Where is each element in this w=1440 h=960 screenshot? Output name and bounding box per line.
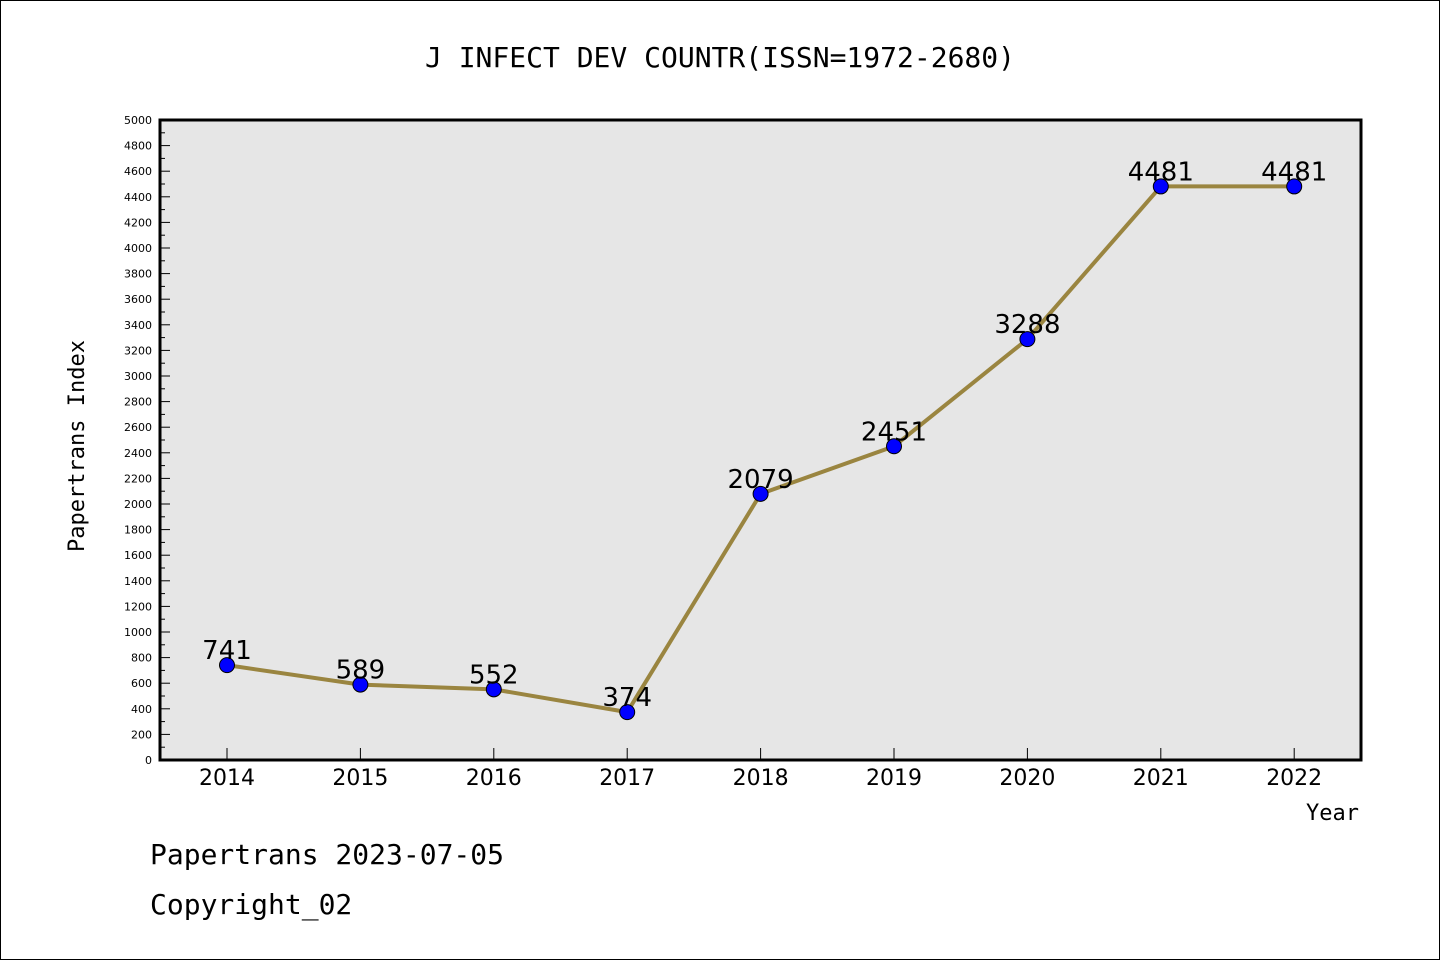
footer-date: Papertrans 2023-07-05 [150, 838, 504, 871]
x-tick-label: 2021 [1133, 766, 1189, 791]
y-tick-label: 400 [131, 703, 152, 716]
data-label: 552 [469, 660, 519, 690]
y-tick-label: 3200 [124, 344, 152, 357]
data-point [485, 681, 502, 698]
data-markers [219, 178, 1303, 721]
y-tick-label: 3800 [124, 268, 152, 281]
data-point [352, 676, 369, 693]
data-point [1019, 331, 1036, 348]
x-axis: 2014 2015 2016 2017 2018 2019 2020 2021 2022 [199, 748, 1322, 791]
y-tick-label: 1200 [124, 600, 152, 613]
x-tick-label: 2018 [733, 766, 789, 791]
data-point [219, 657, 235, 674]
x-axis-label: Year [1306, 801, 1359, 826]
data-point [886, 438, 902, 455]
y-tick-label: 3600 [124, 293, 152, 306]
data-label: 2079 [728, 465, 794, 495]
y-tick-label: 4000 [124, 242, 152, 255]
x-tick-label: 2016 [466, 766, 522, 791]
data-point [1286, 178, 1303, 195]
y-tick-label: 2200 [124, 472, 152, 485]
y-axis: 0 200 400 600 800 1000 1200 1400 1600 1800 2000 220… [124, 114, 170, 767]
y-axis-label: Papertrans Index [65, 340, 90, 552]
y-tick-label: 1600 [124, 549, 152, 562]
footer-copyright: Copyright_02 [150, 888, 352, 922]
y-tick-label: 3000 [124, 370, 152, 383]
data-label: 374 [602, 683, 652, 713]
y-tick-label: 1000 [124, 626, 152, 639]
plot-area [158, 118, 1363, 762]
y-tick-label: 2600 [124, 421, 152, 434]
y-tick-label: 4600 [124, 165, 152, 178]
y-tick-label: 600 [131, 677, 152, 690]
x-tick-label: 2015 [332, 766, 388, 791]
y-tick-label: 1400 [124, 575, 152, 588]
y-tick-label: 1800 [124, 524, 152, 537]
y-tick-label: 2000 [124, 498, 152, 511]
y-tick-label: 0 [145, 754, 152, 767]
data-point [752, 485, 769, 502]
x-tick-label: 2019 [866, 766, 922, 791]
x-tick-label: 2022 [1266, 766, 1322, 791]
data-label: 741 [202, 636, 252, 666]
y-tick-label: 2800 [124, 396, 152, 409]
data-label: 3288 [994, 310, 1060, 340]
data-label: 589 [336, 656, 386, 686]
data-label: 4481 [1261, 157, 1327, 187]
data-point [1152, 178, 1169, 195]
y-tick-label: 4400 [124, 191, 152, 204]
x-tick-label: 2014 [199, 766, 255, 791]
x-tick-label: 2017 [599, 766, 655, 791]
data-label: 4481 [1128, 157, 1194, 187]
data-point [619, 704, 636, 721]
chart-title: J INFECT DEV COUNTR(ISSN=1972-2680) [425, 41, 1015, 74]
x-tick-label: 2020 [999, 766, 1055, 791]
y-tick-label: 200 [131, 728, 152, 741]
data-labels: 741 589 552 374 2079 2451 3288 4481 4481 [202, 157, 1327, 713]
y-tick-label: 4800 [124, 140, 152, 153]
y-tick-label: 800 [131, 652, 152, 665]
data-label: 2451 [861, 417, 927, 447]
y-tick-label: 3400 [124, 319, 152, 332]
y-tick-label: 5000 [124, 114, 152, 127]
y-tick-label: 2400 [124, 447, 152, 460]
y-tick-label: 4200 [124, 216, 152, 229]
